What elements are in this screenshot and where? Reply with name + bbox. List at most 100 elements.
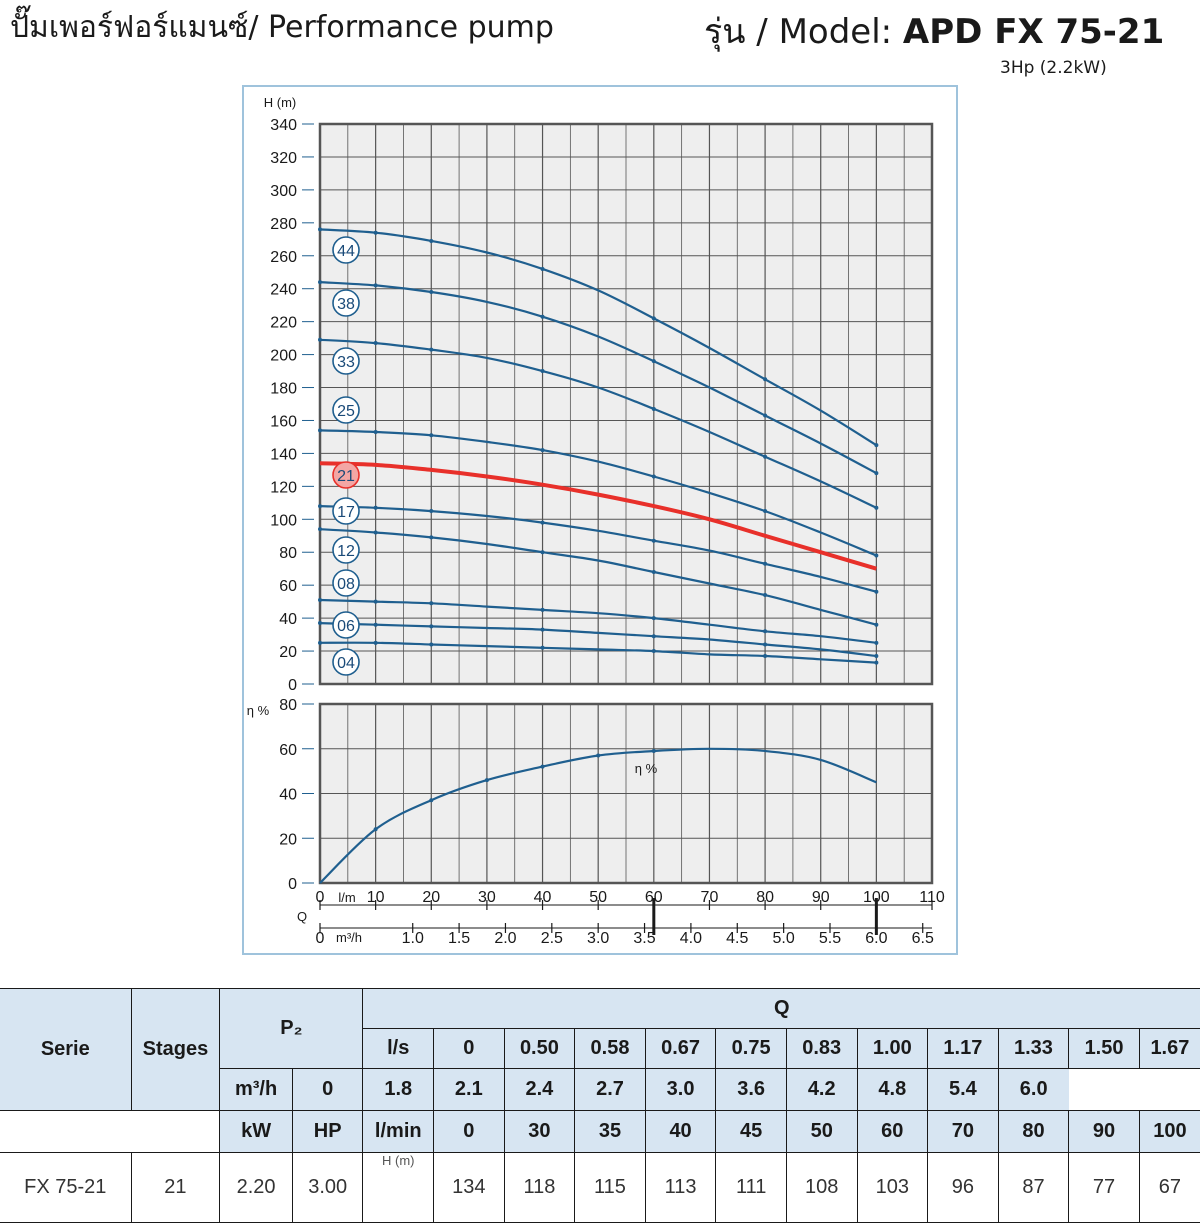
head-y-tick-label: 100 [270, 512, 297, 529]
curve-point [429, 433, 434, 438]
m3h-cell: 5.4 [927, 1068, 999, 1111]
x-tick-label-m3h: 3.5 [633, 930, 655, 947]
stage-badge-label: 25 [337, 403, 355, 420]
head-y-tick-label: 280 [270, 216, 297, 233]
head-curve-06 [319, 622, 877, 658]
stage-badge-25 [332, 396, 360, 424]
curve-point [763, 413, 768, 418]
stage-badge-08 [332, 569, 360, 597]
ls-cell: 1.50 [1068, 1028, 1140, 1069]
lmin-cell: 0 [433, 1110, 505, 1153]
stage-badge-12 [332, 536, 360, 564]
x-tick-label-lmin: 10 [367, 889, 385, 906]
ls-cell: 0.75 [715, 1028, 787, 1069]
x-tick-label-lmin: 0 [316, 889, 325, 906]
x-unit-m3h: m³/h [336, 930, 362, 945]
x-tick-label-m3h: 1.5 [448, 930, 470, 947]
stage-badge-label: 04 [337, 655, 355, 672]
head-curve-08 [319, 598, 877, 644]
eff-y-label: η % [247, 703, 270, 718]
x-tick-label-lmin: 50 [589, 889, 607, 906]
curve-point [318, 337, 322, 342]
stage-badge-label: 17 [337, 504, 355, 521]
stage-badge-21 [332, 461, 360, 489]
model-prefix: รุ่น / Model: [704, 12, 903, 52]
h-cell: 111 [715, 1152, 787, 1223]
m3h-cell: 1.8 [362, 1068, 435, 1111]
curve-point [651, 748, 656, 753]
q-header: Q [362, 988, 1200, 1029]
stage-badge-44 [332, 236, 360, 264]
curve-point [429, 238, 434, 243]
curve-point [540, 314, 545, 319]
ls-cell: 1.67 [1138, 1028, 1200, 1069]
m3h-cell: 3.6 [715, 1068, 787, 1111]
curve-point [651, 316, 656, 321]
x-tick-label-lmin: 80 [756, 889, 774, 906]
model-title: รุ่น / Model: APD FX 75-21 [704, 4, 1164, 58]
curve-point [373, 283, 378, 288]
curve-point [874, 553, 879, 558]
head-y-tick-label: 120 [270, 479, 297, 496]
curve-point [540, 266, 545, 271]
h-unit-cell: H (m) [362, 1152, 435, 1223]
curve-point [318, 621, 322, 626]
curve-point [318, 280, 322, 285]
curve-point [651, 538, 656, 543]
head-y-tick-label: 240 [270, 282, 297, 299]
h-cell: 77 [1068, 1152, 1140, 1223]
head-curve-25 [319, 429, 877, 557]
x-tick-label-m3h: 0 [316, 930, 325, 947]
x-tick-label-m3h: 6.5 [912, 930, 934, 947]
hp-cell: 3.00 [291, 1152, 364, 1223]
stage-badge-label: 08 [337, 576, 355, 593]
curve-point [318, 504, 322, 509]
curve-point [318, 227, 322, 232]
x-unit-lmin: l/m [338, 890, 355, 905]
head-y-tick-label: 40 [279, 611, 297, 628]
stages-header: Stages [130, 988, 221, 1111]
stage-badge-38 [332, 289, 360, 317]
eff-y-tick-label: 0 [288, 876, 297, 893]
curve-point [318, 640, 322, 645]
h-cell: 103 [856, 1152, 929, 1223]
ls-cell: 0.67 [644, 1028, 717, 1069]
curve-point [429, 347, 434, 352]
curve-point [540, 764, 545, 769]
lmin-cell: 90 [1068, 1110, 1140, 1153]
curve-point [373, 640, 378, 645]
stage-badge-33 [332, 347, 360, 375]
curve-point [373, 430, 378, 434]
lmin-cell: 50 [785, 1110, 858, 1153]
m3h-cell: 3.0 [644, 1068, 717, 1111]
curve-point [540, 607, 545, 612]
curve-point [874, 589, 879, 594]
x-tick-label-lmin: 60 [645, 889, 663, 906]
head-curve-38 [319, 281, 877, 475]
x-tick-label-m3h: 5.0 [773, 930, 795, 947]
h-cell: 118 [503, 1152, 576, 1223]
head-y-tick-label: 220 [270, 315, 297, 332]
ls-cell: 1.33 [997, 1028, 1070, 1069]
stage-badge-label: 06 [337, 618, 355, 635]
curve-point [763, 454, 768, 459]
curve-point [373, 530, 378, 535]
lmin-cell: 45 [715, 1110, 787, 1153]
curve-point [429, 290, 434, 294]
curve-point [651, 570, 656, 574]
curve-point [484, 778, 489, 783]
ls-cell: 1.00 [856, 1028, 929, 1069]
x-tick-label-lmin: 30 [478, 889, 496, 906]
x-tick-label-lmin: 100 [863, 889, 890, 906]
stage-badge-06 [332, 611, 360, 639]
x-tick-label-m3h: 5.5 [819, 930, 841, 947]
eff-y-tick-label: 60 [279, 742, 297, 759]
curve-point [874, 622, 879, 627]
lmin-cell: 30 [503, 1110, 576, 1153]
eff-y-tick-label: 80 [279, 697, 297, 714]
curve-point [874, 505, 879, 510]
h-cell: 108 [785, 1152, 858, 1223]
kw-cell: 2.20 [219, 1152, 293, 1223]
ls-unit-cell: l/s [362, 1028, 435, 1069]
